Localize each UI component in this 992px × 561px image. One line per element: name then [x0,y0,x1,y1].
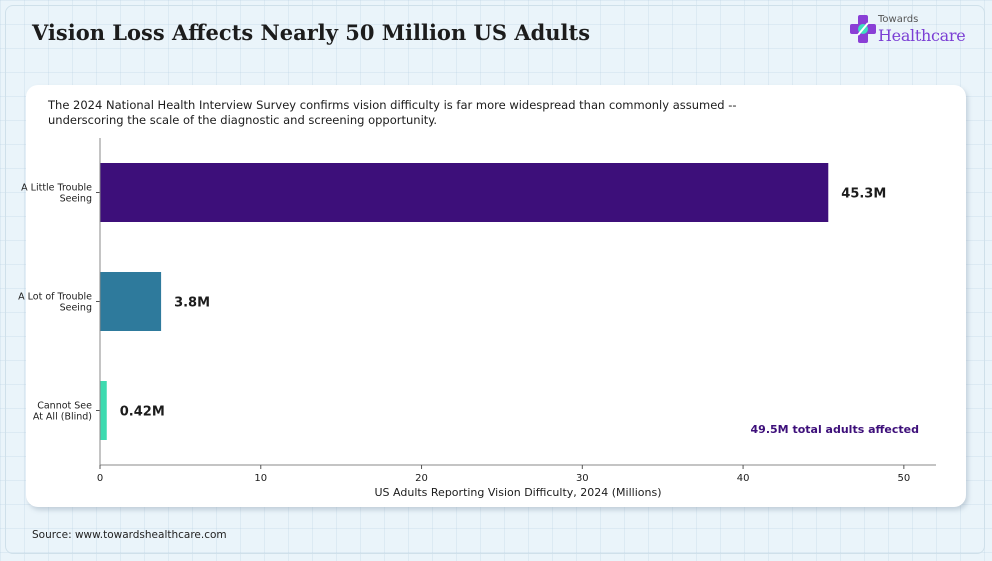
y-tick-label-0: A Little Trouble Seeing [21,183,92,205]
y-tick-label-1: A Lot of Trouble Seeing [18,292,92,314]
page-subtitle: The 2024 National Health Interview Surve… [48,98,737,127]
x-tick-label-2: 20 [415,473,428,484]
bar-1 [100,272,162,331]
logo-bottom-text: Healthcare [878,26,966,45]
y-tick-label-2: Cannot See At All (Blind) [33,401,92,423]
x-tick-label-1: 10 [254,473,267,484]
data-label-0: 45.3M [841,187,886,202]
source-note: Source: www.towardshealthcare.com [32,529,227,541]
x-axis-label: US Adults Reporting Vision Difficulty, 2… [375,486,662,499]
page-title: Vision Loss Affects Nearly 50 Million US… [32,20,591,45]
x-tick-label-4: 40 [737,473,750,484]
data-label-1: 3.8M [174,296,210,311]
bar-2 [100,381,107,440]
data-label-2: 0.42M [120,405,165,420]
x-tick-label-3: 30 [576,473,589,484]
logo-top-text: Towards [878,14,919,25]
total-annotation: 49.5M total adults affected [751,423,919,436]
chart-card [26,85,966,507]
x-tick-label-5: 50 [897,473,910,484]
bar-0 [100,163,829,222]
x-tick-label-0: 0 [97,473,103,484]
medical-cross-icon [850,15,876,43]
logo: Towards Healthcare [850,12,966,52]
page-frame [5,5,985,554]
